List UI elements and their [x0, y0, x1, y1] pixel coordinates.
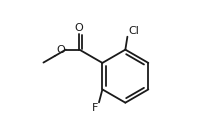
- Text: Cl: Cl: [128, 26, 139, 36]
- Text: O: O: [74, 23, 83, 33]
- Text: F: F: [92, 103, 98, 113]
- Text: O: O: [56, 45, 65, 55]
